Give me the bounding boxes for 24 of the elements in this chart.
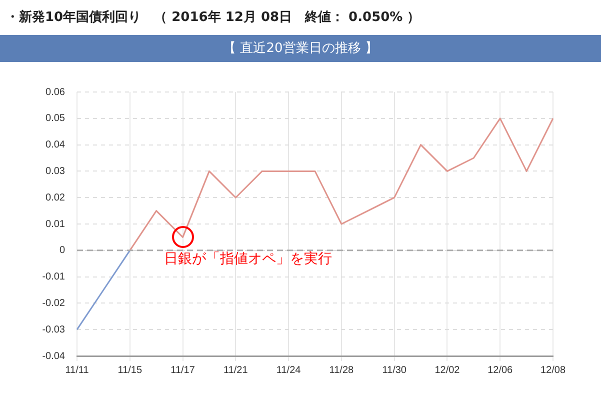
y-tick-label: -0.02: [42, 298, 66, 309]
chart-subtitle: 【 直近20営業日の推移 】: [0, 35, 601, 62]
y-tick-label: 0.01: [46, 218, 66, 230]
x-tick-label: 12/08: [540, 364, 566, 376]
y-tick-label: 0.06: [46, 86, 66, 98]
x-tick-label: 12/02: [434, 364, 460, 376]
y-tick-label: 0.03: [46, 166, 66, 177]
y-tick-label: 0.04: [46, 140, 66, 151]
chart-title: ・新発10年国債利回り （ 2016年 12月 08日 終値： 0.050% ）: [6, 8, 420, 26]
y-tick-label: 0: [59, 245, 66, 256]
x-tick-label: 11/15: [118, 364, 142, 376]
x-tick-label: 11/28: [329, 364, 354, 376]
y-tick-label: 0.05: [46, 113, 66, 124]
x-tick-label: 11/30: [382, 364, 407, 376]
y-tick-label: 0.02: [46, 192, 66, 204]
y-tick-label: -0.04: [42, 350, 66, 362]
x-tick-label: 11/21: [224, 364, 248, 376]
x-tick-label: 12/06: [488, 364, 514, 376]
x-tick-label: 11/11: [65, 364, 90, 376]
annotation: 日銀が「指値オペ」を実行: [164, 250, 332, 267]
y-tick-label: -0.03: [42, 324, 66, 336]
y-tick-label: -0.01: [42, 272, 66, 283]
x-tick-label: 11/17: [170, 364, 196, 376]
x-tick-label: 11/24: [276, 364, 302, 376]
